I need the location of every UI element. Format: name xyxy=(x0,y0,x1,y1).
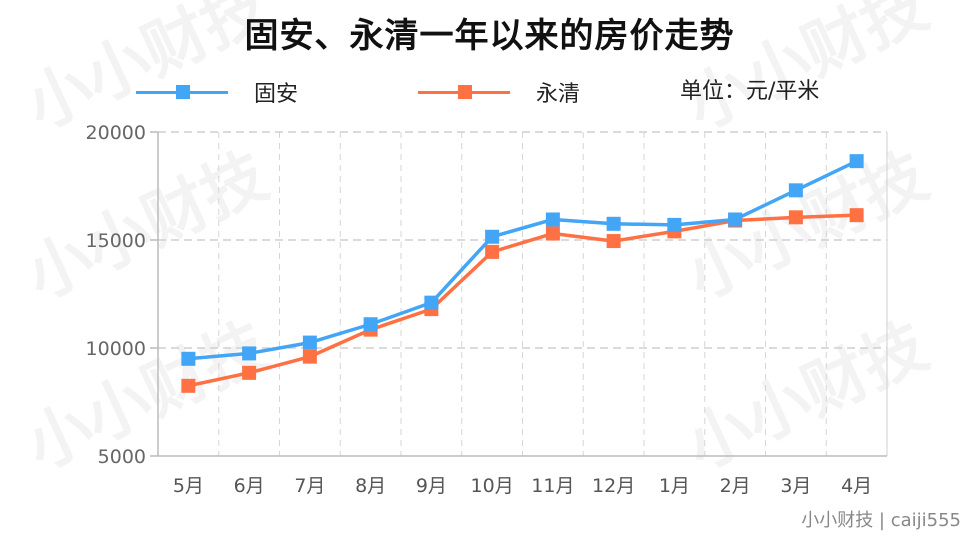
legend-item-guan: 固安 xyxy=(136,76,298,108)
unit-label: 单位：元/平米 xyxy=(680,79,820,104)
data-point xyxy=(302,349,317,364)
y-tick-label: 5000 xyxy=(98,446,146,468)
x-tick-label: 2月 xyxy=(720,475,751,497)
y-tick-label: 20000 xyxy=(86,122,146,144)
watermark-text: 小小财技 xyxy=(675,309,938,484)
data-point xyxy=(181,378,196,393)
data-point xyxy=(667,217,682,232)
data-point xyxy=(485,229,500,244)
legend-swatch-guan xyxy=(136,76,228,108)
legend-swatch-yongqing xyxy=(418,76,510,108)
data-point xyxy=(545,226,560,241)
x-tick-label: 3月 xyxy=(780,475,811,497)
legend-item-yongqing: 永清 xyxy=(418,76,580,108)
data-point xyxy=(485,244,500,259)
credit-text: 小小财技 | caiji555 xyxy=(801,510,961,531)
data-point xyxy=(788,210,803,225)
x-tick-label: 7月 xyxy=(294,475,325,497)
data-point xyxy=(849,208,864,223)
x-tick-label: 11月 xyxy=(531,475,574,497)
watermark-text: 小小财技 xyxy=(15,139,278,314)
data-point xyxy=(606,234,621,249)
data-point xyxy=(242,365,257,380)
watermark-text: 小小财技 xyxy=(675,139,938,314)
data-point xyxy=(363,317,378,332)
x-tick-label: 1月 xyxy=(659,475,690,497)
data-point xyxy=(849,154,864,169)
x-tick-label: 4月 xyxy=(841,475,872,497)
x-tick-label: 5月 xyxy=(173,475,204,497)
legend-label-yongqing: 永清 xyxy=(536,82,581,107)
x-tick-label: 10月 xyxy=(471,475,514,497)
chart-title: 固安、永清一年以来的房价走势 xyxy=(244,16,735,56)
x-tick-label: 6月 xyxy=(234,475,265,497)
x-tick-label: 12月 xyxy=(592,475,635,497)
y-tick-label: 15000 xyxy=(86,230,146,252)
data-point xyxy=(302,335,317,350)
data-point xyxy=(606,216,621,231)
x-tick-label: 8月 xyxy=(355,475,386,497)
data-point xyxy=(424,295,439,310)
data-point xyxy=(242,346,257,361)
watermark-text: 小小财技 xyxy=(15,309,278,484)
series-line xyxy=(188,159,858,361)
data-point xyxy=(181,351,196,366)
data-point xyxy=(545,212,560,227)
x-tick-label: 9月 xyxy=(416,475,447,497)
data-point xyxy=(728,212,743,227)
series-line xyxy=(188,213,857,388)
legend-label-guan: 固安 xyxy=(254,82,299,107)
watermark-text: 小小财技 xyxy=(15,0,278,145)
watermark-text: 小小财技 xyxy=(675,0,938,145)
y-tick-label: 10000 xyxy=(86,338,146,360)
data-point xyxy=(788,183,803,198)
